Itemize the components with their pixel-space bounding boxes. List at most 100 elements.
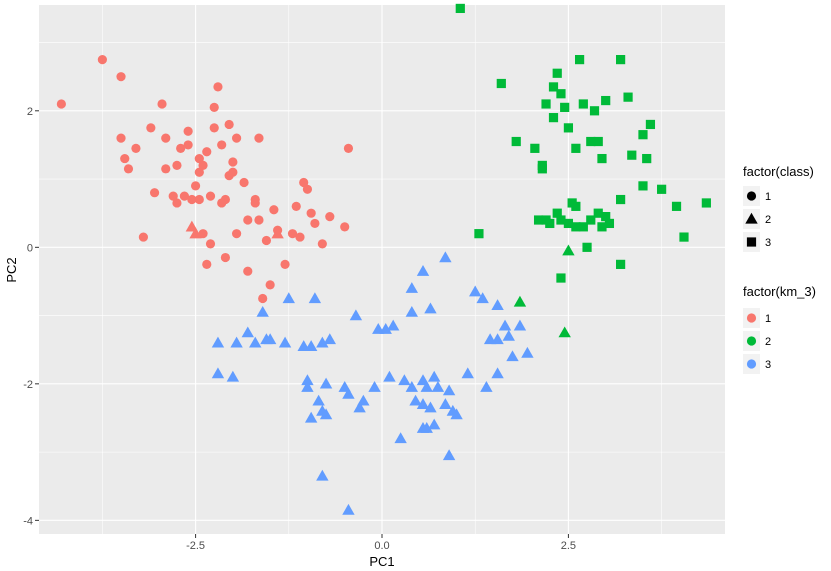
data-point-cluster-1 <box>194 194 204 205</box>
data-point-cluster-2 <box>552 68 562 78</box>
data-point-cluster-1 <box>213 82 223 92</box>
data-point-cluster-1 <box>299 177 309 188</box>
data-point-cluster-3 <box>316 336 329 348</box>
data-point-cluster-1 <box>161 164 171 174</box>
data-point-cluster-2 <box>586 215 596 225</box>
data-point-cluster-1 <box>317 239 327 249</box>
data-point-cluster-1 <box>280 259 290 269</box>
data-point-cluster-1 <box>269 205 279 215</box>
data-point-cluster-2 <box>533 215 544 225</box>
data-point-cluster-2 <box>571 222 581 232</box>
data-point-cluster-1 <box>183 140 193 150</box>
data-point-cluster-1 <box>228 157 238 167</box>
data-point-cluster-1 <box>189 227 202 239</box>
y-axis: -4 -2 0 2 <box>23 106 39 527</box>
data-point-cluster-1 <box>202 147 212 157</box>
data-point-cluster-2 <box>541 99 551 109</box>
data-point-cluster-3 <box>480 381 493 392</box>
y-tick-label: 2 <box>27 106 33 118</box>
data-point-cluster-3 <box>420 422 433 433</box>
data-point-cluster-3 <box>263 333 277 345</box>
data-point-cluster-1 <box>97 55 107 65</box>
data-point-cluster-3 <box>312 394 325 406</box>
data-point-cluster-3 <box>461 367 474 379</box>
y-tick-label: 0 <box>27 242 33 254</box>
data-point-cluster-3 <box>304 411 318 423</box>
data-point-cluster-1 <box>302 184 313 194</box>
data-point-cluster-3 <box>353 401 366 413</box>
data-point-cluster-1 <box>306 208 316 218</box>
data-point-cluster-2 <box>496 78 506 89</box>
x-axis-title: PC1 <box>369 554 394 569</box>
data-point-cluster-1 <box>228 167 238 177</box>
data-point-cluster-3 <box>249 336 262 348</box>
data-point-cluster-2 <box>571 201 581 211</box>
data-point-cluster-3 <box>405 305 419 317</box>
data-point-cluster-3 <box>319 377 333 389</box>
data-point-cluster-1 <box>116 133 126 143</box>
data-point-cluster-1 <box>138 232 148 242</box>
legend-shape-marker <box>745 212 758 224</box>
data-point-cluster-2 <box>586 136 596 147</box>
data-point-cluster-3 <box>442 384 456 396</box>
data-point-cluster-3 <box>439 251 452 263</box>
data-point-cluster-2 <box>638 130 648 140</box>
data-point-cluster-2 <box>623 92 633 102</box>
data-point-cluster-3 <box>424 302 437 314</box>
data-point-cluster-2 <box>701 198 711 208</box>
data-point-cluster-2 <box>616 55 626 65</box>
legend-km3: factor(km_3) 1 2 3 <box>743 284 816 374</box>
data-point-cluster-3 <box>383 370 396 382</box>
data-point-cluster-2 <box>604 218 615 229</box>
data-point-cluster-3 <box>405 282 419 293</box>
data-point-cluster-3 <box>282 292 295 304</box>
data-point-cluster-1 <box>172 160 182 171</box>
data-point-cluster-2 <box>537 164 547 174</box>
data-point-cluster-1 <box>209 102 219 112</box>
data-point-cluster-1 <box>116 72 126 82</box>
data-point-cluster-2 <box>601 212 611 222</box>
data-point-cluster-3 <box>513 319 527 331</box>
data-point-cluster-1 <box>131 143 141 153</box>
data-point-cluster-1 <box>183 126 193 136</box>
data-point-cluster-2 <box>455 3 465 14</box>
data-point-cluster-1 <box>343 143 354 153</box>
data-point-cluster-2 <box>642 153 652 164</box>
data-point-cluster-1 <box>254 215 264 225</box>
data-point-cluster-1 <box>239 177 249 188</box>
data-point-cluster-3 <box>349 309 363 321</box>
data-point-cluster-1 <box>194 153 204 164</box>
data-point-cluster-2 <box>513 295 527 307</box>
data-point-cluster-2 <box>578 222 588 232</box>
data-point-cluster-2 <box>582 242 592 252</box>
data-point-cluster-3 <box>398 374 411 386</box>
data-point-cluster-3 <box>301 381 314 392</box>
data-point-cluster-3 <box>256 305 269 317</box>
data-point-cluster-3 <box>357 394 370 406</box>
data-point-cluster-3 <box>301 374 314 386</box>
data-point-cluster-1 <box>271 227 284 239</box>
data-point-cluster-2 <box>558 326 571 338</box>
legend-class-title: factor(class) <box>743 164 814 179</box>
data-point-cluster-2 <box>511 136 521 147</box>
data-point-cluster-2 <box>560 102 570 112</box>
data-point-cluster-2 <box>545 218 555 229</box>
legend-class-label: 3 <box>765 237 771 249</box>
data-point-cluster-1 <box>179 191 190 201</box>
legend-class: factor(class) 1 2 3 <box>743 164 814 252</box>
legend-km3-title: factor(km_3) <box>743 284 816 299</box>
y-tick-label: -2 <box>23 379 33 391</box>
data-point-cluster-2 <box>578 99 588 109</box>
data-point-cluster-2 <box>616 259 626 269</box>
data-point-cluster-3 <box>342 503 355 515</box>
data-point-cluster-2 <box>671 201 682 211</box>
data-point-cluster-1 <box>123 164 134 174</box>
data-point-cluster-3 <box>424 401 437 413</box>
data-point-cluster-1 <box>217 140 227 150</box>
data-point-cluster-3 <box>491 367 504 379</box>
data-point-cluster-1 <box>258 293 268 304</box>
data-point-cluster-1 <box>205 191 216 201</box>
legend-shape-marker <box>746 191 757 201</box>
data-point-cluster-1 <box>146 123 156 133</box>
